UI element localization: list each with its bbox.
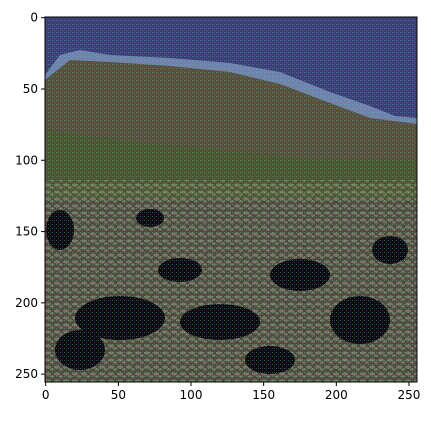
y-tick-label: 250 [15, 367, 38, 381]
image-content [45, 17, 417, 382]
y-tick-label: 50 [23, 82, 38, 96]
y-tick-label: 150 [15, 225, 38, 239]
grain-overlay [45, 17, 417, 382]
x-tick-label: 150 [252, 388, 275, 402]
x-tick-label: 200 [325, 388, 348, 402]
x-tick-label: 50 [111, 388, 126, 402]
y-tick-label: 0 [30, 11, 38, 25]
axes-frame [44, 16, 418, 383]
x-tick-label: 100 [180, 388, 203, 402]
y-tick-label: 100 [15, 153, 38, 167]
x-axis: 0 50 100 150 200 250 [42, 382, 421, 402]
y-tick-label: 200 [15, 296, 38, 310]
x-tick-label: 0 [42, 388, 50, 402]
x-tick-label: 250 [398, 388, 421, 402]
y-axis: 0 50 100 150 200 250 [15, 11, 45, 381]
